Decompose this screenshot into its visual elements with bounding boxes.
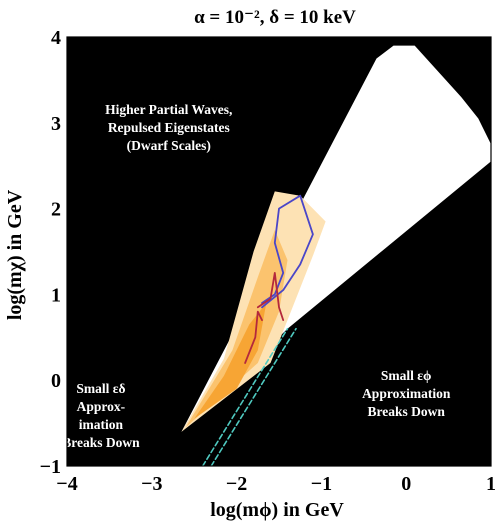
y-tick-label: 4 bbox=[51, 27, 61, 49]
curve-3 bbox=[244, 310, 263, 364]
region-annotation-3: Small εϕ Approximation Breaks Down bbox=[362, 368, 451, 419]
y-tick-label: 0 bbox=[51, 370, 61, 392]
chart-title: α = 10⁻², δ = 10 keV bbox=[194, 7, 356, 28]
curve-4 bbox=[201, 327, 289, 466]
x-tick-label: −2 bbox=[226, 473, 247, 495]
x-axis-label: log(mϕ) in GeV bbox=[210, 499, 344, 521]
y-axis-label: log(mχ) in GeV bbox=[4, 189, 26, 320]
x-tick-label: 1 bbox=[486, 473, 496, 495]
x-tick-label: 0 bbox=[401, 473, 411, 495]
axis-ticks: −4 −3 −2 −1 0 1 −1 0 1 2 3 4 bbox=[40, 27, 496, 495]
region-3 bbox=[185, 230, 288, 428]
plot-area: Higher Partial Waves, Repulsed Eigenstate… bbox=[62, 36, 492, 467]
y-tick-label: 1 bbox=[51, 284, 61, 306]
x-tick-label: −3 bbox=[141, 473, 162, 495]
curve-2 bbox=[256, 272, 285, 321]
region-4 bbox=[194, 303, 267, 419]
y-tick-label: −1 bbox=[40, 456, 61, 478]
region-annotation-2: Small εδ Approx-imation Breaks Down bbox=[62, 381, 140, 450]
region-annotation-1: Higher Partial Waves, Repulsed Eigenstate… bbox=[105, 102, 232, 153]
x-tick-label: −1 bbox=[311, 473, 332, 495]
y-tick-label: 3 bbox=[51, 113, 61, 135]
plot-frame bbox=[66, 36, 492, 467]
x-tick-label: −4 bbox=[56, 473, 77, 495]
curve-1 bbox=[261, 194, 314, 309]
y-tick-label: 2 bbox=[51, 199, 61, 221]
curve-5 bbox=[210, 327, 297, 466]
